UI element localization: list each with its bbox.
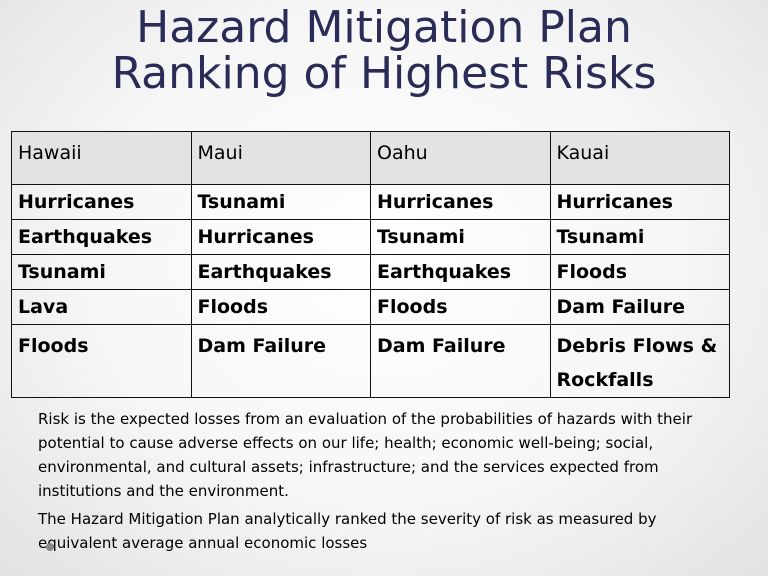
header-kauai: Kauai — [549, 131, 730, 185]
table-cell: Hurricanes — [190, 219, 371, 255]
table-cell: Earthquakes — [11, 219, 192, 255]
bullet-dot-decoration — [46, 543, 54, 551]
table-header-row: Hawaii Maui Oahu Kauai — [11, 131, 730, 185]
risk-definition-text: Risk is the expected losses from an eval… — [38, 410, 693, 500]
table-cell: Dam Failure — [549, 289, 730, 325]
risk-ranking-table: Hawaii Maui Oahu Kauai Hurricanes Tsunam… — [11, 131, 730, 398]
title-line-1: Hazard Mitigation Plan — [136, 2, 632, 53]
table-row: Earthquakes Hurricanes Tsunami Tsunami — [11, 219, 730, 255]
table-cell: Floods — [370, 289, 551, 325]
table-cell: Hurricanes — [370, 184, 551, 220]
table-cell: Tsunami — [370, 219, 551, 255]
title-line-2: Ranking of Highest Risks — [111, 48, 657, 99]
table-cell: Floods — [549, 254, 730, 290]
table-cell: Hurricanes — [549, 184, 730, 220]
table-row: Lava Floods Floods Dam Failure — [11, 289, 730, 325]
table-cell: Hurricanes — [11, 184, 192, 220]
risk-description: Risk is the expected losses from an eval… — [38, 407, 738, 559]
table-cell: Earthquakes — [190, 254, 371, 290]
header-maui: Maui — [190, 131, 371, 185]
table-cell: Dam Failure — [370, 324, 551, 398]
table-cell: Debris Flows & Rockfalls — [549, 324, 730, 398]
slide-title: Hazard Mitigation Plan Ranking of Highes… — [0, 0, 768, 97]
table-cell: Tsunami — [549, 219, 730, 255]
ranking-method-text: The Hazard Mitigation Plan analytically … — [38, 510, 657, 552]
table-row: Floods Dam Failure Dam Failure Debris Fl… — [11, 324, 730, 398]
header-oahu: Oahu — [370, 131, 551, 185]
table-cell: Floods — [190, 289, 371, 325]
table-row: Tsunami Earthquakes Earthquakes Floods — [11, 254, 730, 290]
table-cell: Tsunami — [11, 254, 192, 290]
table-cell: Dam Failure — [190, 324, 371, 398]
table-cell: Floods — [11, 324, 192, 398]
table-cell: Earthquakes — [370, 254, 551, 290]
table-cell: Tsunami — [190, 184, 371, 220]
table-cell: Lava — [11, 289, 192, 325]
header-hawaii: Hawaii — [11, 131, 192, 185]
table-row: Hurricanes Tsunami Hurricanes Hurricanes — [11, 184, 730, 220]
